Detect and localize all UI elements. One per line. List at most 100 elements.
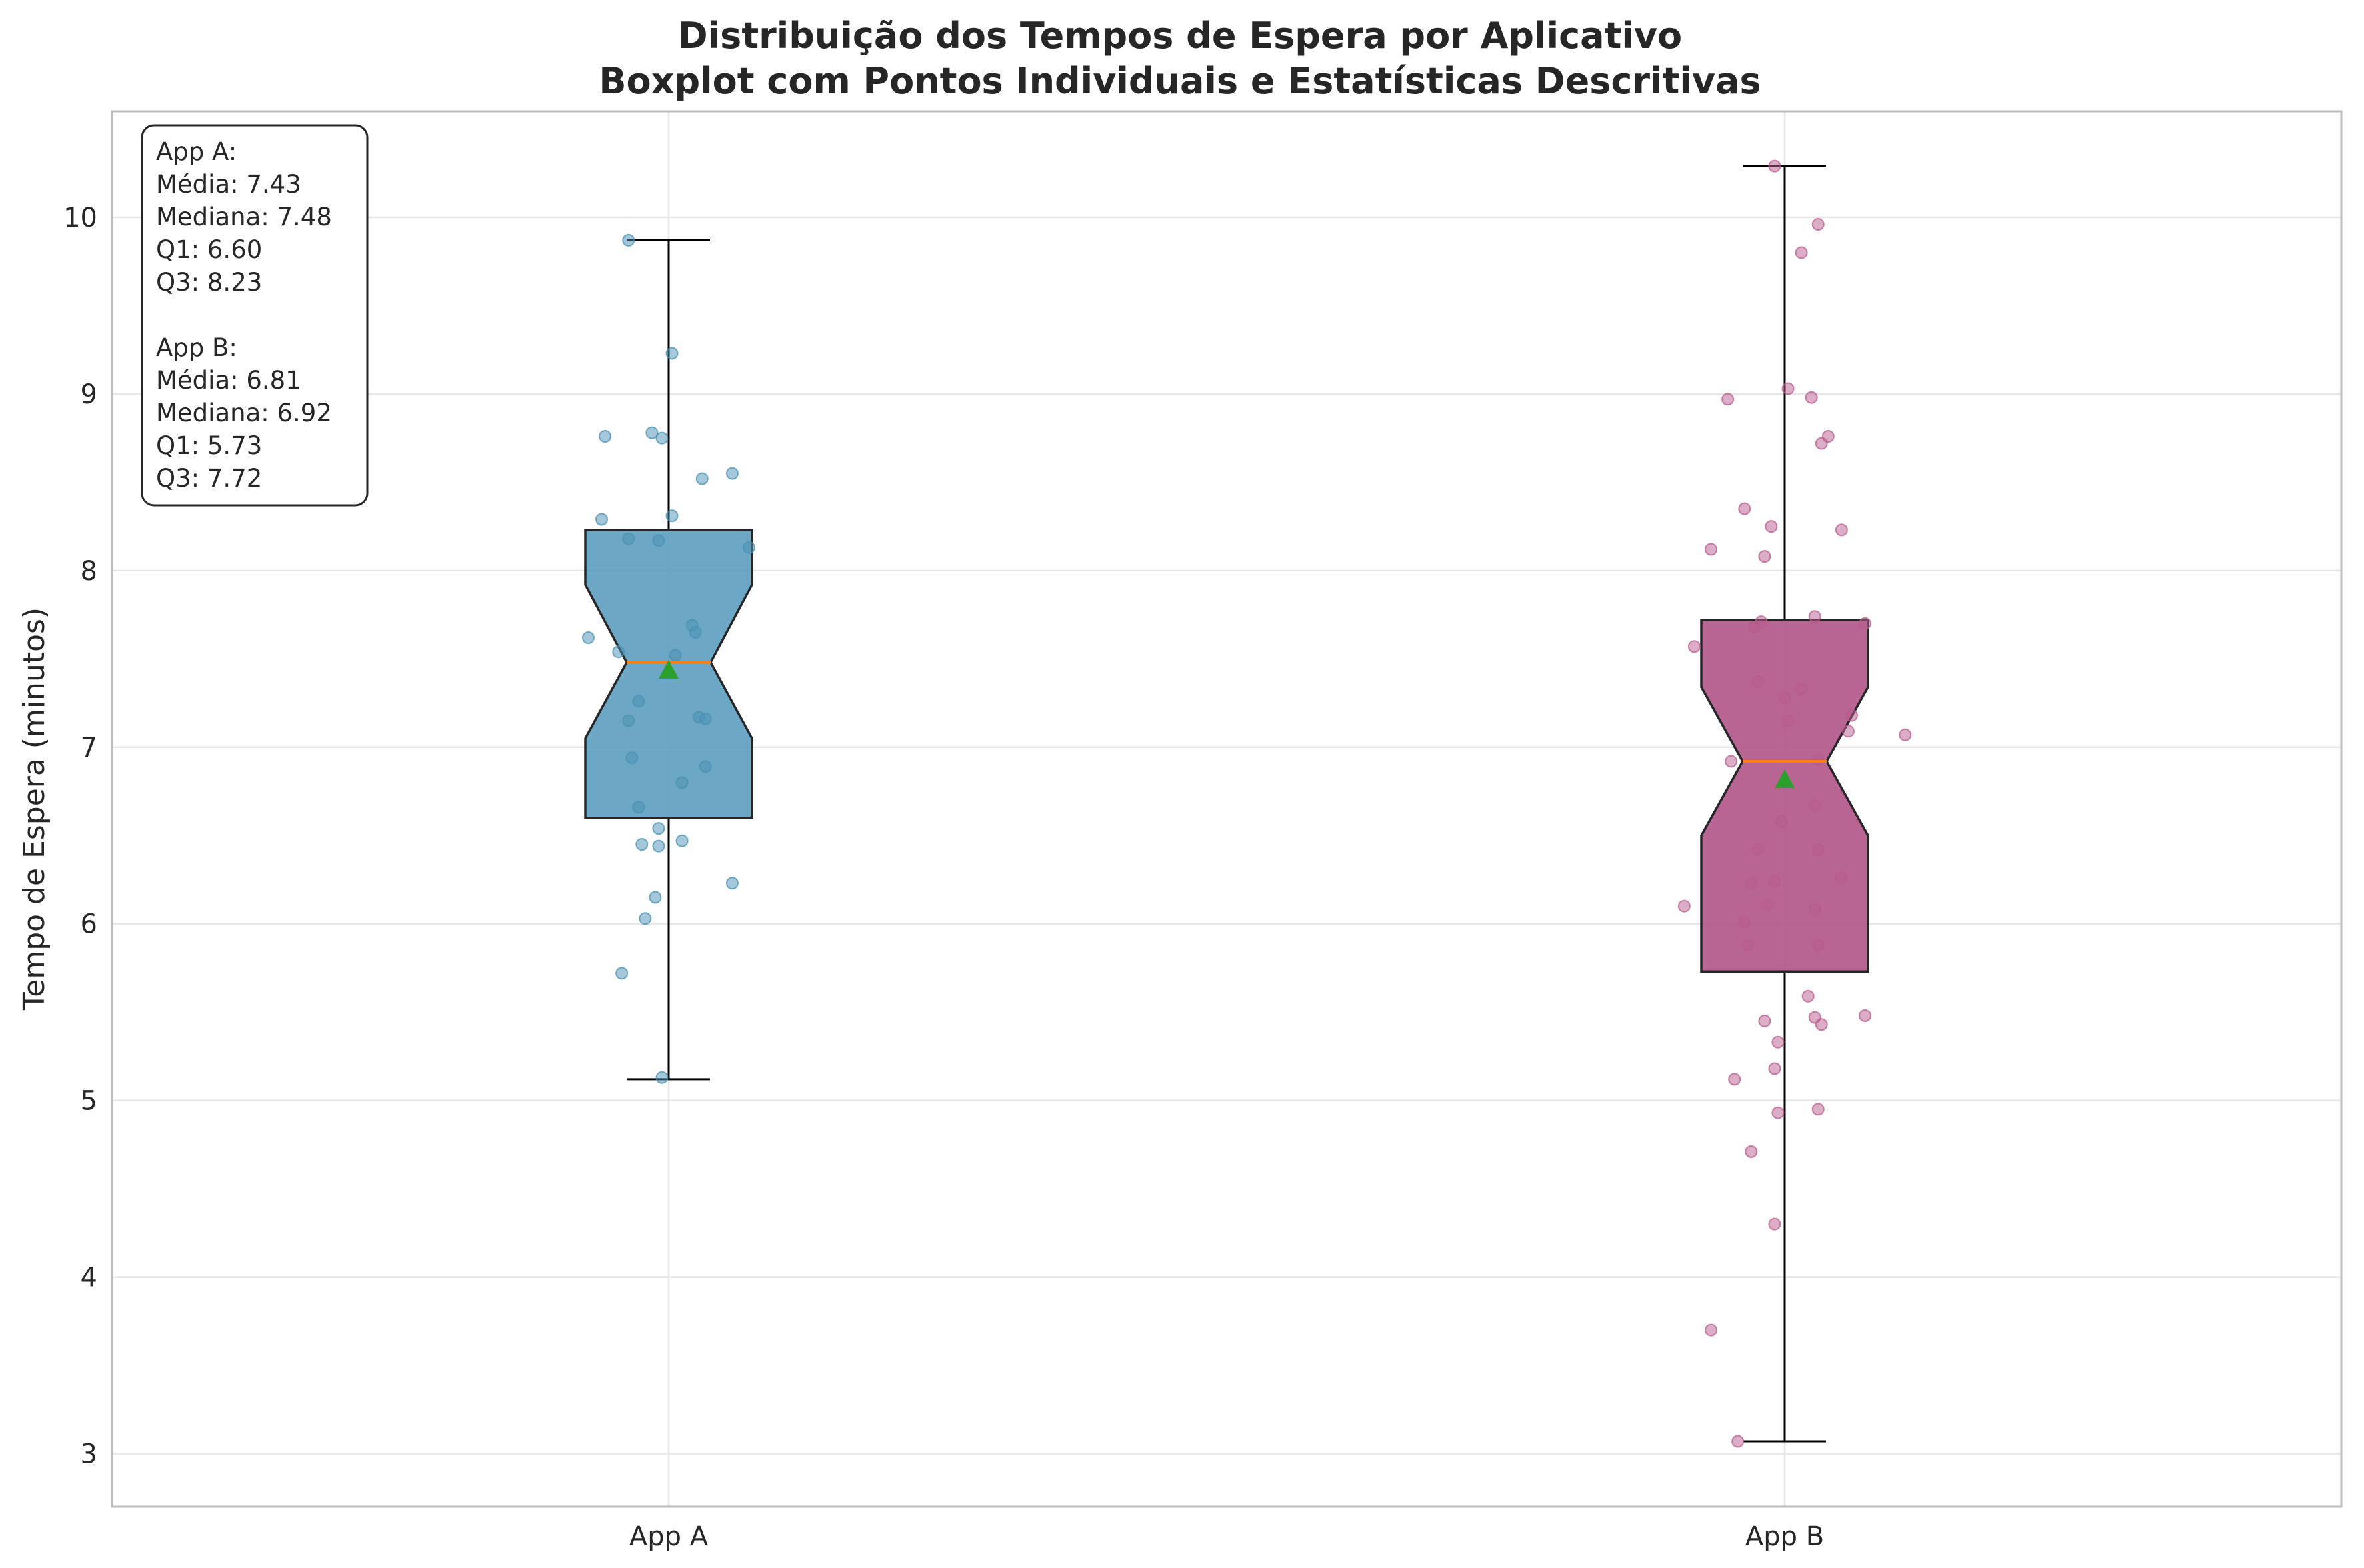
stats-legend-frame <box>141 124 369 507</box>
data-point <box>1751 843 1765 856</box>
data-point <box>1768 875 1781 888</box>
data-point <box>1761 898 1775 911</box>
data-point <box>1705 1323 1718 1337</box>
y-tick-label: 9 <box>81 379 97 410</box>
data-point <box>675 834 689 847</box>
data-point <box>699 760 712 773</box>
data-point <box>1805 391 1818 404</box>
data-point <box>669 649 682 662</box>
data-point <box>675 776 689 789</box>
data-point <box>1808 903 1821 917</box>
data-point <box>649 891 662 904</box>
data-point <box>1841 725 1855 738</box>
data-point <box>612 645 625 659</box>
data-point <box>639 912 652 925</box>
notched-box <box>1700 619 1869 973</box>
data-point <box>1771 1035 1785 1049</box>
data-point <box>1758 550 1771 563</box>
data-point <box>1677 899 1691 913</box>
data-point <box>632 695 645 708</box>
data-point <box>1808 610 1821 623</box>
stats-line: Mediana: 6.92 <box>156 399 332 427</box>
data-point <box>1728 1073 1741 1086</box>
data-point <box>1781 714 1795 727</box>
y-tick-label: 4 <box>81 1263 97 1293</box>
data-point <box>1721 393 1735 406</box>
y-tick-label: 10 <box>63 203 97 233</box>
data-point <box>1811 218 1825 231</box>
data-point <box>1811 843 1825 856</box>
data-point <box>1795 682 1808 695</box>
x-tick-label: App A <box>629 1521 709 1552</box>
data-point <box>1859 617 1872 630</box>
data-point <box>652 534 665 547</box>
data-point <box>1801 989 1815 1003</box>
stats-line: Mediana: 7.48 <box>156 203 332 231</box>
y-tick-label: 3 <box>81 1439 97 1470</box>
stats-line: Q1: 5.73 <box>156 431 262 460</box>
data-point <box>1808 799 1821 812</box>
data-point <box>1738 915 1751 929</box>
data-point <box>622 532 635 545</box>
data-point <box>1758 1014 1771 1027</box>
data-point <box>1768 1062 1781 1075</box>
data-point <box>1778 691 1791 705</box>
y-axis-ticks: 3 4 5 6 7 8 9 10 <box>63 203 97 1470</box>
data-point <box>625 751 639 765</box>
y-tick-label: 5 <box>81 1086 97 1117</box>
chart-title-line-2: Boxplot com Pontos Individuais e Estatís… <box>599 60 1761 102</box>
data-point <box>1795 246 1808 259</box>
data-point <box>1815 1018 1828 1031</box>
stats-line: Q3: 8.23 <box>156 268 262 297</box>
data-point <box>595 513 609 526</box>
data-point <box>725 467 739 480</box>
data-point <box>632 801 645 814</box>
data-point <box>1781 382 1795 395</box>
data-point <box>1687 640 1701 653</box>
data-point <box>1811 939 1825 952</box>
data-point <box>1835 871 1848 885</box>
data-point <box>655 431 669 445</box>
x-axis-ticks: App A App B <box>629 1521 1824 1552</box>
data-point <box>1741 939 1755 952</box>
chart-title-line-1: Distribuição dos Tempos de Espera por Ap… <box>678 15 1682 57</box>
data-point <box>689 626 702 639</box>
data-point <box>665 509 679 523</box>
data-point <box>581 631 595 645</box>
data-point <box>1815 437 1828 450</box>
data-point <box>655 1071 669 1084</box>
data-point <box>645 426 659 439</box>
stats-line: App B: <box>156 333 237 362</box>
data-point <box>599 429 612 443</box>
data-point <box>1745 1145 1758 1158</box>
data-point <box>635 837 649 851</box>
y-tick-label: 6 <box>81 909 97 940</box>
data-point <box>695 472 709 485</box>
data-point <box>665 347 679 360</box>
data-point <box>1748 621 1761 634</box>
data-point <box>725 877 739 890</box>
data-point <box>1775 815 1788 828</box>
x-tick-label: App B <box>1745 1521 1824 1552</box>
box-series-1 <box>581 233 756 1084</box>
data-point <box>1751 675 1765 689</box>
data-point <box>1745 877 1758 890</box>
mean-marker <box>1775 769 1795 789</box>
data-point <box>1705 543 1718 556</box>
stats-line: App A: <box>156 137 237 166</box>
plot-area <box>112 111 2341 1507</box>
data-point <box>1768 1217 1781 1231</box>
data-point <box>1899 728 1912 741</box>
data-point <box>1771 1106 1785 1119</box>
data-point <box>1725 755 1738 768</box>
data-point <box>1768 159 1781 173</box>
y-axis-label: Tempo de Espera (minutos) <box>17 607 51 1011</box>
data-point <box>1859 1009 1872 1022</box>
box-series-2 <box>1677 159 1912 1448</box>
mean-marker <box>659 659 679 679</box>
data-point <box>1811 1103 1825 1116</box>
data-point <box>1835 523 1848 537</box>
stats-line: Q3: 7.72 <box>156 464 262 493</box>
y-tick-label: 7 <box>81 733 97 763</box>
